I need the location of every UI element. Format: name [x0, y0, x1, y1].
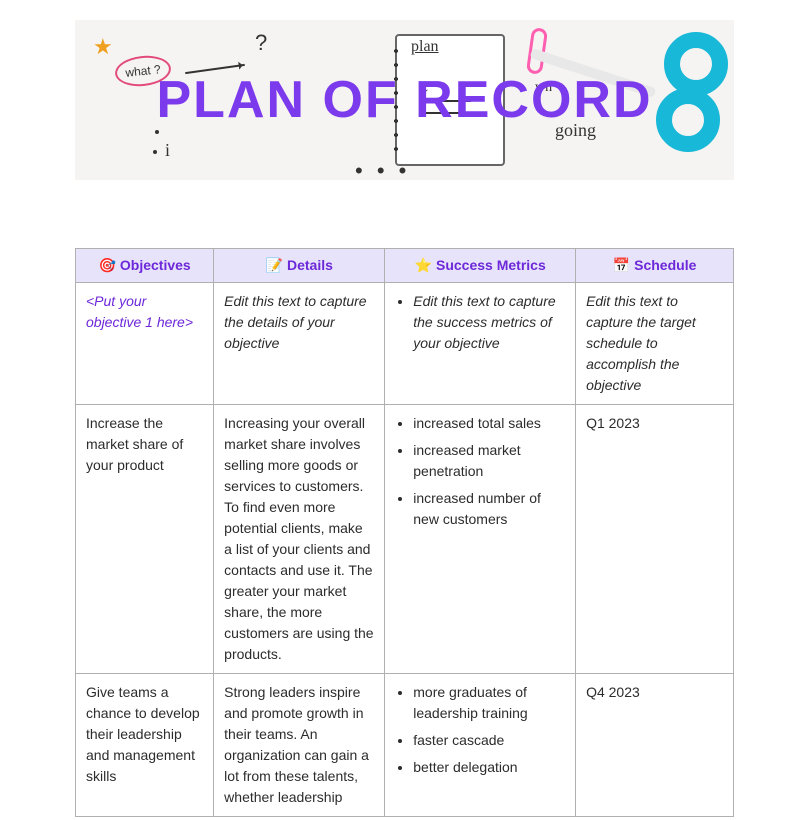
plan-table-wrapper: 🎯Objectives 📝Details ⭐Success Metrics 📅S… — [75, 248, 734, 817]
cell-details[interactable]: Increasing your overall market share inv… — [214, 405, 385, 674]
table-row[interactable]: Increase the market share of your produc… — [76, 405, 734, 674]
col-header-objectives: 🎯 Objectives — [76, 249, 214, 283]
banner: PLAN OF RECORD ★ what ? ? i plan ↓ going… — [75, 20, 734, 180]
metric-item: more graduates of leadership training — [413, 682, 565, 724]
metric-item: Edit this text to capture the success me… — [413, 291, 565, 354]
details-text: Strong leaders inspire and promote growt… — [224, 684, 369, 805]
cell-schedule[interactable]: Edit this text to capture the target sch… — [576, 283, 734, 405]
table-row[interactable]: Give teams a chance to develop their lea… — [76, 674, 734, 817]
schedule-text: Q1 2023 — [586, 415, 640, 431]
details-text: Edit this text to capture the details of… — [224, 293, 366, 351]
details-text: Increasing your overall market share inv… — [224, 415, 373, 662]
cell-objective[interactable]: Increase the market share of your produc… — [76, 405, 214, 674]
calendar-icon: 📅 — [613, 257, 630, 273]
metrics-list: Edit this text to capture the success me… — [395, 291, 565, 354]
col-label: Objectives — [120, 257, 191, 273]
cell-details[interactable]: Strong leaders inspire and promote growt… — [214, 674, 385, 817]
col-label: Success Metrics — [436, 257, 546, 273]
metric-item: better delegation — [413, 757, 565, 778]
cell-objective[interactable]: Give teams a chance to develop their lea… — [76, 674, 214, 817]
table-row[interactable]: <Put your objective 1 here> Edit this te… — [76, 283, 734, 405]
table-header-row: 🎯Objectives 📝Details ⭐Success Metrics 📅S… — [76, 249, 734, 283]
cell-objective[interactable]: <Put your objective 1 here> — [76, 283, 214, 405]
col-header-details: 📝Details — [214, 249, 385, 283]
metric-item: increased number of new customers — [413, 488, 565, 530]
cell-metrics[interactable]: increased total sales increased market p… — [385, 405, 576, 674]
objective-text: Give teams a chance to develop their lea… — [86, 684, 200, 784]
metrics-list: more graduates of leadership training fa… — [395, 682, 565, 778]
objective-text: Increase the market share of your produc… — [86, 415, 183, 473]
cell-details[interactable]: Edit this text to capture the details of… — [214, 283, 385, 405]
star-icon: ⭐ — [415, 257, 432, 273]
memo-icon: 📝 — [266, 257, 283, 273]
schedule-text: Edit this text to capture the target sch… — [586, 293, 696, 393]
cell-metrics[interactable]: more graduates of leadership training fa… — [385, 674, 576, 817]
cell-schedule[interactable]: Q1 2023 — [576, 405, 734, 674]
schedule-text: Q4 2023 — [586, 684, 640, 700]
metric-item: increased total sales — [413, 413, 565, 434]
plan-table: 🎯Objectives 📝Details ⭐Success Metrics 📅S… — [75, 248, 734, 817]
metrics-list: increased total sales increased market p… — [395, 413, 565, 530]
cell-schedule[interactable]: Q4 2023 — [576, 674, 734, 817]
target-icon: 🎯 — [98, 257, 115, 273]
col-label: Schedule — [634, 257, 696, 273]
banner-title: PLAN OF RECORD — [75, 20, 734, 180]
col-label: Details — [287, 257, 333, 273]
metric-item: faster cascade — [413, 730, 565, 751]
col-header-metrics: ⭐Success Metrics — [385, 249, 576, 283]
objective-text: <Put your objective 1 here> — [86, 293, 193, 330]
metric-item: increased market penetration — [413, 440, 565, 482]
cell-metrics[interactable]: Edit this text to capture the success me… — [385, 283, 576, 405]
col-header-schedule: 📅Schedule — [576, 249, 734, 283]
